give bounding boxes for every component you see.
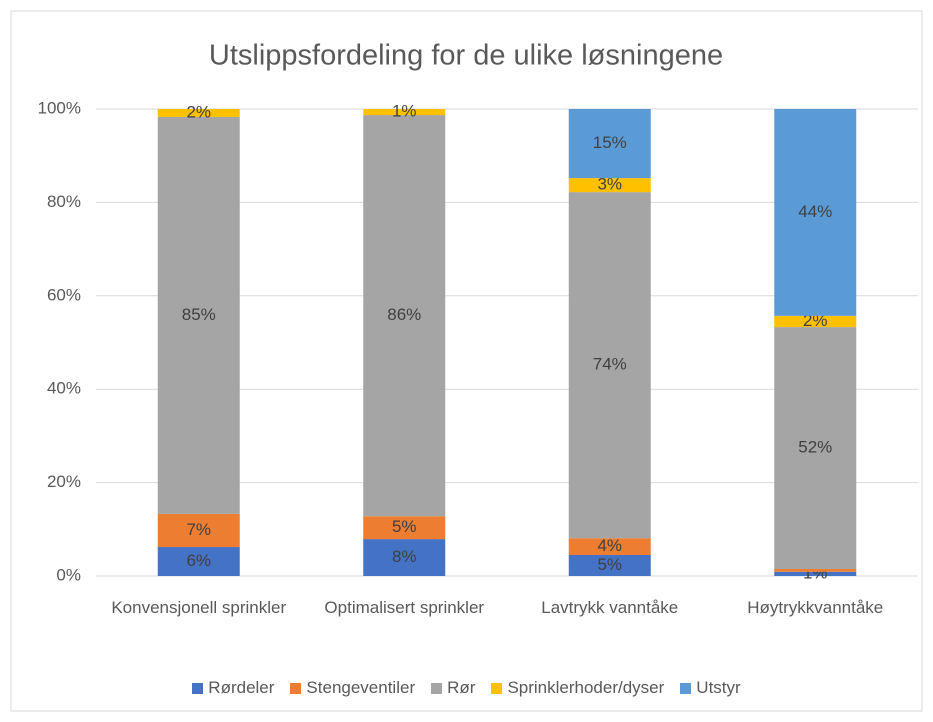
bar-segment — [568, 109, 651, 179]
data-label: 5% — [392, 517, 417, 536]
x-tick-label: Høytrykkvanntåke — [747, 598, 884, 617]
data-label: 1% — [392, 102, 417, 121]
bar-segment — [157, 116, 240, 514]
data-label: 44% — [798, 202, 832, 221]
data-label: 7% — [186, 520, 211, 539]
bar-segment — [774, 327, 857, 569]
bar-segment — [157, 109, 240, 117]
y-tick-label: 20% — [47, 472, 81, 491]
legend-label: Rørdeler — [208, 678, 275, 697]
bar-segment — [157, 547, 240, 576]
legend-swatch — [431, 682, 443, 694]
bar-segment — [363, 539, 446, 576]
legend-swatch — [680, 682, 692, 694]
legend-item: Rør — [431, 678, 475, 698]
bar-segment — [774, 571, 857, 576]
bar-segment — [568, 192, 651, 539]
legend-label: Sprinklerhoder/dyser — [507, 678, 665, 697]
bar-segment — [774, 109, 857, 316]
data-label: 86% — [387, 305, 421, 324]
bar-segment — [363, 516, 446, 540]
bar-segment — [568, 538, 651, 555]
y-tick-label: 40% — [47, 379, 81, 398]
y-tick-label: 0% — [56, 565, 81, 584]
data-label: 3% — [597, 175, 622, 194]
legend-swatch — [491, 682, 503, 694]
data-label: 4% — [597, 536, 622, 555]
bar-segment — [568, 554, 651, 576]
x-tick-label: Optimalisert sprinkler — [324, 598, 485, 617]
legend-label: Stengeventiler — [306, 678, 416, 697]
x-tick-label: Lavtrykk vanntåke — [541, 598, 679, 617]
bar-segment — [774, 568, 857, 572]
legend-swatch — [192, 682, 204, 694]
data-label: 5% — [597, 555, 622, 574]
chart-title: Utslippsfordeling for de ulike løsningen… — [209, 40, 723, 72]
data-label: 8% — [392, 547, 417, 566]
x-tick-label: Konvensjonell sprinkler — [111, 598, 287, 617]
data-label: 74% — [593, 355, 627, 374]
y-tick-label: 80% — [47, 192, 81, 211]
bar-segment — [774, 315, 857, 328]
legend-label: Utstyr — [696, 678, 741, 697]
legend-item: Rørdeler — [192, 678, 274, 698]
bar-segment — [157, 513, 240, 548]
data-label: 52% — [798, 438, 832, 457]
legend: Rørdeler Stengeventiler Rør Sprinklerhoder/… — [0, 678, 933, 698]
legend-swatch — [290, 682, 302, 694]
bar-segment — [363, 115, 446, 517]
legend-item: Sprinklerhoder/dyser — [491, 678, 664, 698]
legend-item: Stengeventiler — [290, 678, 415, 698]
data-label: 6% — [186, 551, 211, 570]
y-tick-label: 100% — [38, 98, 81, 117]
data-label: 2% — [186, 102, 211, 121]
data-label: 85% — [182, 305, 216, 324]
legend-item: Utstyr — [680, 678, 741, 698]
y-tick-label: 60% — [47, 285, 81, 304]
bar-segment — [568, 178, 651, 193]
bar-segment — [363, 109, 446, 116]
data-label: 15% — [593, 133, 627, 152]
legend-label: Rør — [447, 678, 476, 697]
